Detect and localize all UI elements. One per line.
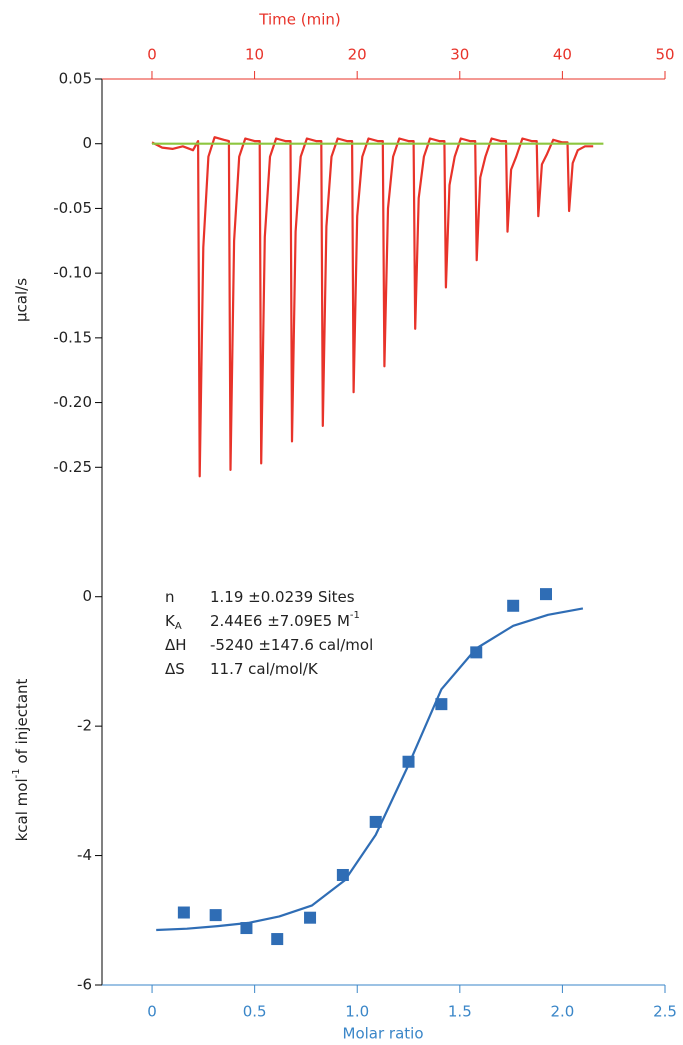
annotation-text: 2.44E6 ±7.09E5 M-1 (210, 610, 360, 630)
y-tick-label: -2 (77, 717, 92, 735)
y-axis-title-sup: -1 (11, 768, 22, 778)
y-tick-label: -0.10 (53, 264, 92, 282)
x-axis-title: Time (min) (258, 11, 340, 29)
x-tick-label: 1.5 (448, 1003, 472, 1021)
annotation-value: 2.44E6 ±7.09E5 M (210, 612, 350, 630)
annotation-value: 11.7 cal/mol/K (210, 660, 319, 678)
y-tick-label: -0.25 (53, 458, 92, 476)
x-axis-title: Molar ratio (343, 1025, 424, 1043)
x-tick-label: 30 (450, 46, 469, 64)
data-point (177, 906, 190, 919)
annotation-value: -5240 ±147.6 cal/mol (210, 636, 373, 654)
annotation-value: 1.19 ±0.0239 Sites (210, 588, 355, 606)
y-tick-label: -0.05 (53, 199, 92, 217)
data-point (304, 911, 317, 924)
y-tick-label: -6 (77, 976, 92, 994)
data-point (369, 815, 382, 828)
annotation-text: 11.7 cal/mol/K (210, 660, 319, 678)
annotation-text: -5240 ±147.6 cal/mol (210, 636, 373, 654)
annotation-superscript: -1 (350, 610, 360, 621)
data-point (271, 933, 284, 946)
annotation-symbol: ΔH (165, 636, 187, 654)
x-tick-label: 40 (553, 46, 572, 64)
annotation-symbol-text: K (165, 612, 176, 630)
y-axis-title-part: kcal mol (13, 778, 31, 841)
data-point (470, 646, 483, 659)
annotation-symbol: n (165, 588, 175, 606)
y-axis-title: µcal/s (13, 278, 31, 322)
annotation-symbol: KA (165, 612, 182, 633)
annotation-symbol-text: ΔS (165, 660, 185, 678)
x-tick-label: 0 (147, 1003, 157, 1021)
y-axis-title-part: of injectant (13, 678, 31, 768)
x-tick-label: 2.5 (653, 1003, 677, 1021)
series-line (151, 136, 594, 478)
y-tick-label: -0.20 (53, 393, 92, 411)
y-axis-title: kcal mol-1 of injectant (11, 678, 31, 841)
annotation-symbol-text: ΔH (165, 636, 187, 654)
x-tick-label: 10 (245, 46, 264, 64)
data-point (336, 868, 349, 881)
x-tick-label: 0 (147, 46, 157, 64)
series-line (156, 607, 584, 932)
annotation-subscript: A (175, 621, 182, 632)
x-tick-label: 20 (348, 46, 367, 64)
y-tick-label: -4 (77, 846, 92, 864)
annotation-symbol-text: n (165, 588, 175, 606)
x-tick-label: 2.0 (550, 1003, 574, 1021)
data-point (539, 588, 552, 601)
x-tick-label: 50 (655, 46, 674, 64)
y-tick-label: 0 (82, 134, 92, 152)
data-point (435, 698, 448, 711)
x-tick-label: 0.5 (243, 1003, 267, 1021)
data-point (240, 922, 253, 935)
x-tick-label: 1.0 (345, 1003, 369, 1021)
y-tick-label: 0 (82, 587, 92, 605)
data-point (209, 909, 222, 922)
annotation-text: 1.19 ±0.0239 Sites (210, 588, 355, 606)
y-tick-label: 0.05 (59, 70, 92, 88)
data-point (507, 599, 520, 612)
annotation-symbol: ΔS (165, 660, 185, 678)
y-tick-label: -0.15 (53, 328, 92, 346)
